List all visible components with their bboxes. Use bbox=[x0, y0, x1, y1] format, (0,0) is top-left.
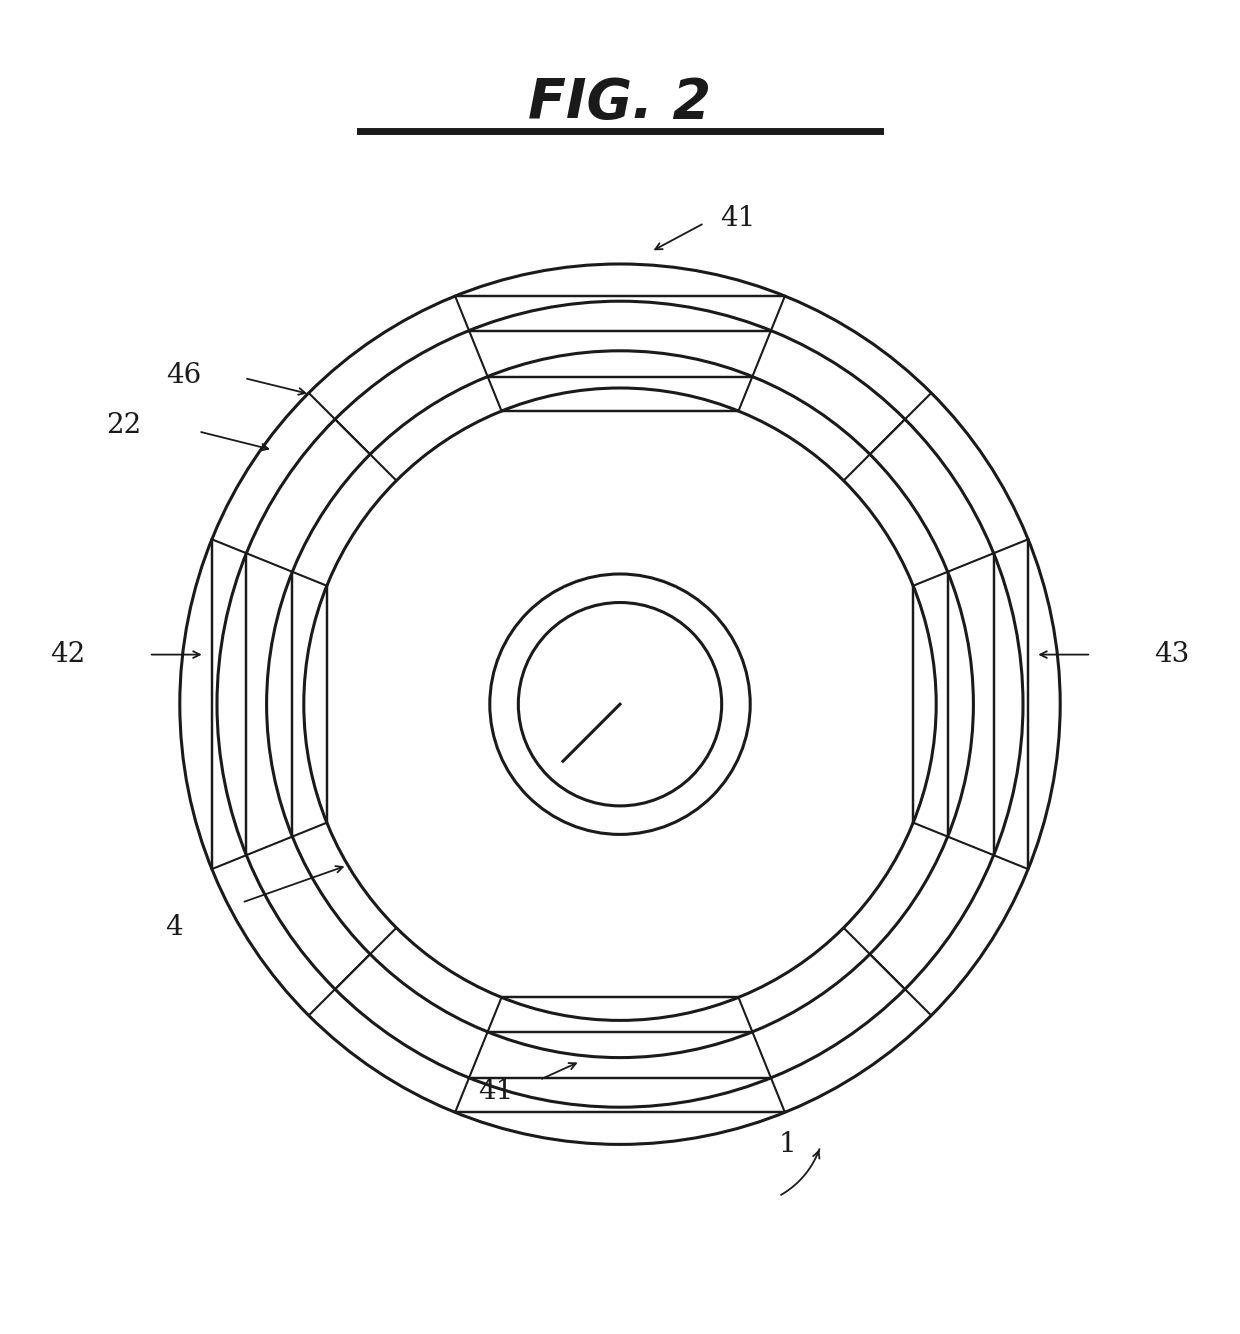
Text: 46: 46 bbox=[166, 362, 201, 390]
Text: 41: 41 bbox=[720, 204, 755, 232]
Text: FIG. 2: FIG. 2 bbox=[528, 76, 712, 129]
Text: 1: 1 bbox=[779, 1131, 796, 1158]
Text: 22: 22 bbox=[107, 412, 141, 439]
Text: 42: 42 bbox=[51, 642, 86, 668]
Text: 4: 4 bbox=[165, 914, 182, 940]
Text: 41: 41 bbox=[479, 1078, 513, 1105]
Text: 43: 43 bbox=[1154, 642, 1189, 668]
